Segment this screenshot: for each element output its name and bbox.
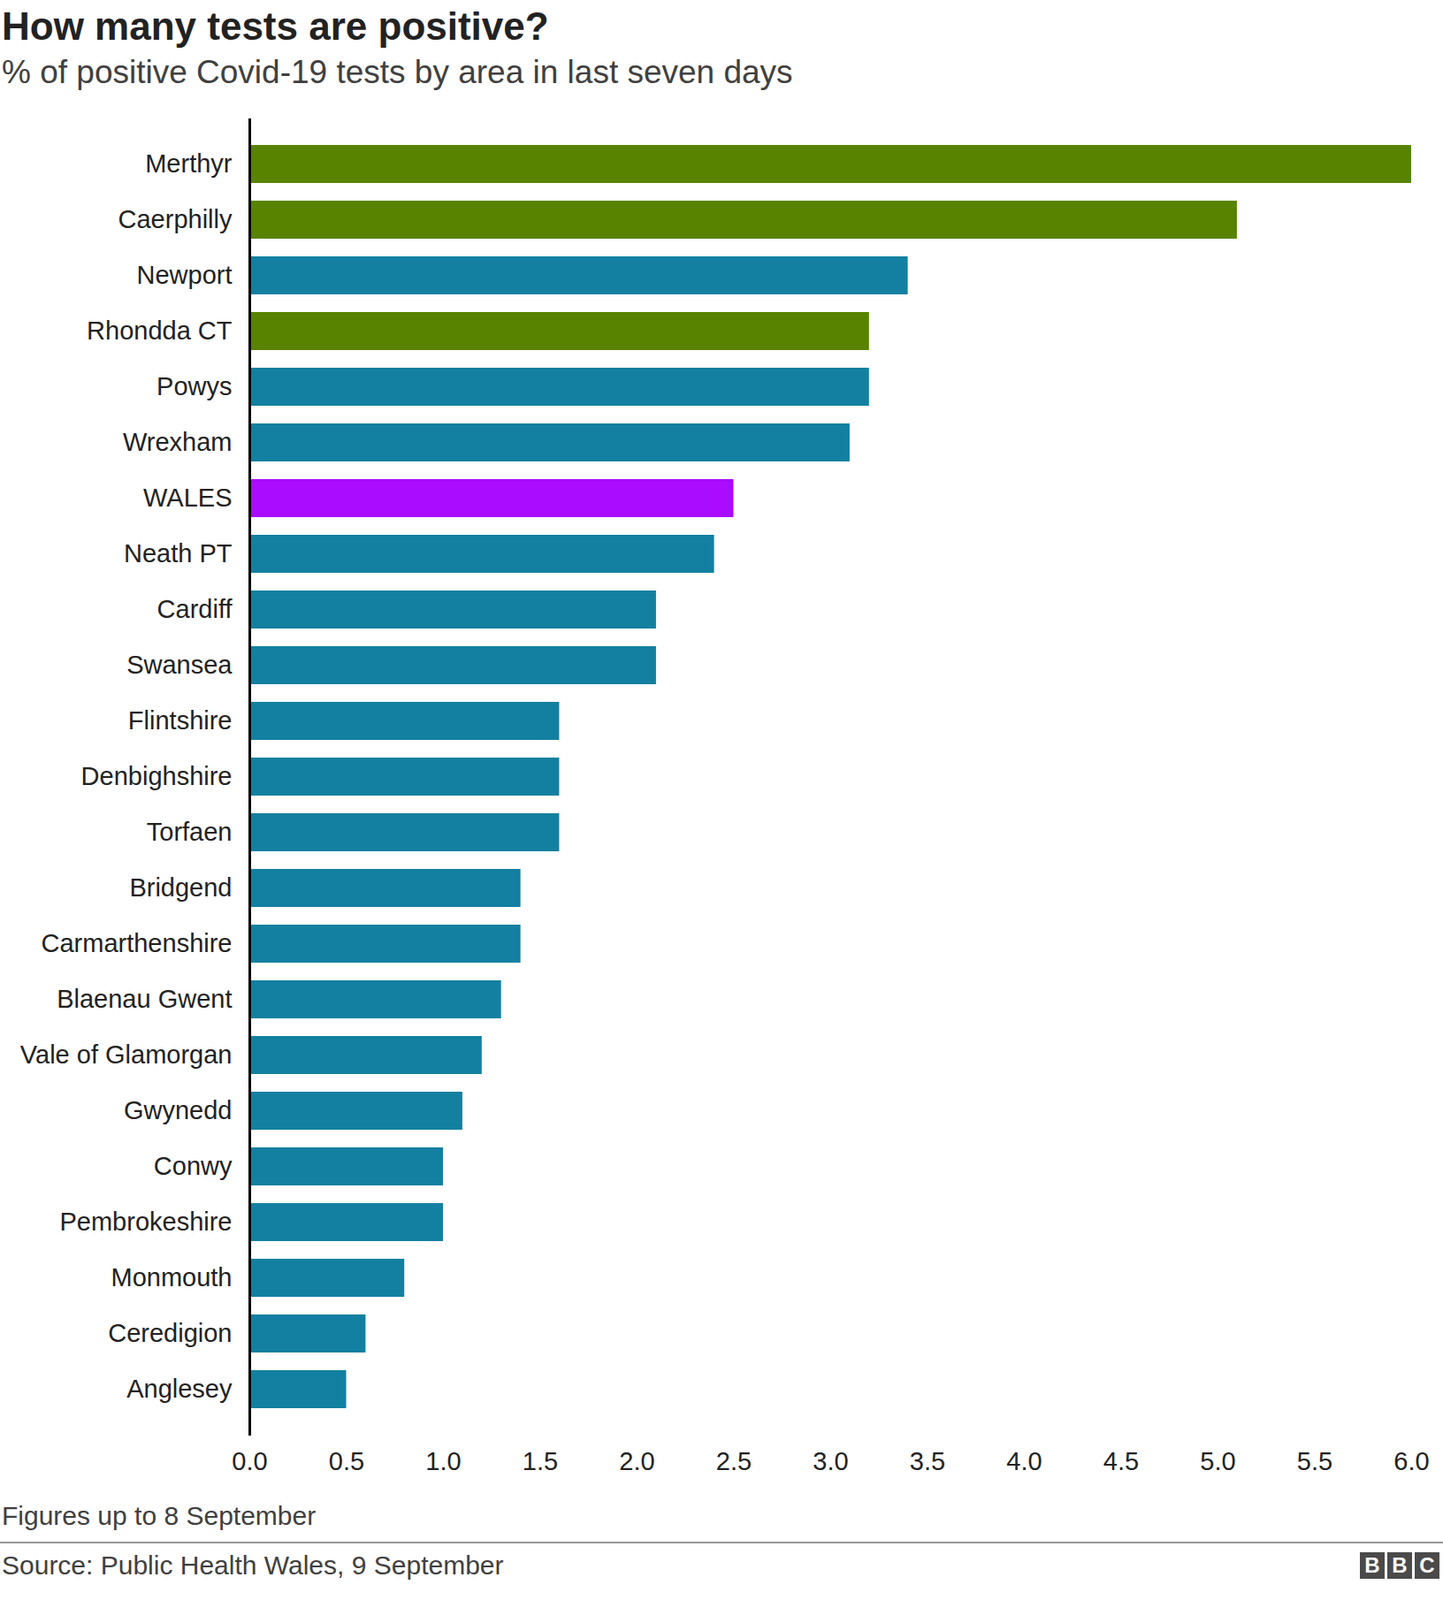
- svg-text:Cardiff: Cardiff: [157, 595, 234, 624]
- svg-text:Conwy: Conwy: [153, 1152, 233, 1181]
- svg-text:Anglesey: Anglesey: [126, 1374, 233, 1404]
- svg-text:2.5: 2.5: [716, 1447, 752, 1476]
- svg-text:4.5: 4.5: [1103, 1447, 1139, 1476]
- svg-text:4.0: 4.0: [1006, 1447, 1042, 1476]
- svg-text:5.0: 5.0: [1199, 1447, 1236, 1476]
- svg-text:Merthyr: Merthyr: [145, 149, 233, 178]
- svg-text:Newport: Newport: [137, 260, 233, 290]
- html-text:Source: Public Health Wales, 9: Source: Public Health Wales, 9 September: [1, 1550, 504, 1581]
- svg-text:3.5: 3.5: [909, 1447, 946, 1476]
- svg-text:Torfaen: Torfaen: [146, 817, 233, 847]
- svg-text:Swansea: Swansea: [126, 650, 233, 680]
- svg-text:5.5: 5.5: [1297, 1447, 1333, 1476]
- svg-text:Denbighshire: Denbighshire: [81, 762, 233, 791]
- svg-text:Flintshire: Flintshire: [128, 706, 233, 735]
- html-text:% of positive Covid-19 tests b: % of positive Covid-19 tests by area in …: [1, 53, 793, 91]
- svg-text:3.0: 3.0: [812, 1447, 848, 1476]
- svg-text:Carmarthenshire: Carmarthenshire: [41, 929, 233, 958]
- svg-text:Gwynedd: Gwynedd: [123, 1096, 233, 1125]
- svg-text:Vale of Glamorgan: Vale of Glamorgan: [20, 1040, 233, 1069]
- html-text:How many tests are positive?: How many tests are positive?: [1, 4, 549, 48]
- html-text:B: B: [1391, 1553, 1408, 1578]
- svg-text:2.0: 2.0: [618, 1447, 655, 1476]
- svg-text:Monmouth: Monmouth: [110, 1263, 232, 1292]
- svg-text:1.0: 1.0: [425, 1447, 461, 1476]
- svg-text:Wrexham: Wrexham: [122, 427, 233, 457]
- svg-text:Caerphilly: Caerphilly: [118, 205, 233, 234]
- svg-text:Pembrokeshire: Pembrokeshire: [59, 1207, 232, 1237]
- svg-text:Rhondda CT: Rhondda CT: [86, 316, 233, 345]
- svg-text:Bridgend: Bridgend: [129, 873, 232, 902]
- html-text:Figures up to 8 September: Figures up to 8 September: [1, 1501, 316, 1531]
- svg-text:0.5: 0.5: [328, 1447, 365, 1476]
- html-text:B: B: [1364, 1553, 1380, 1578]
- svg-text:Ceredigion: Ceredigion: [107, 1319, 232, 1348]
- svg-text:0.0: 0.0: [231, 1447, 268, 1476]
- svg-text:Neath PT: Neath PT: [123, 539, 233, 568]
- svg-text:Powys: Powys: [156, 372, 232, 401]
- html-text:C: C: [1419, 1553, 1435, 1578]
- svg-text:6.0: 6.0: [1393, 1447, 1429, 1476]
- svg-text:Blaenau Gwent: Blaenau Gwent: [56, 984, 232, 1014]
- svg-text:1.5: 1.5: [522, 1447, 558, 1476]
- svg-text:WALES: WALES: [143, 483, 232, 512]
